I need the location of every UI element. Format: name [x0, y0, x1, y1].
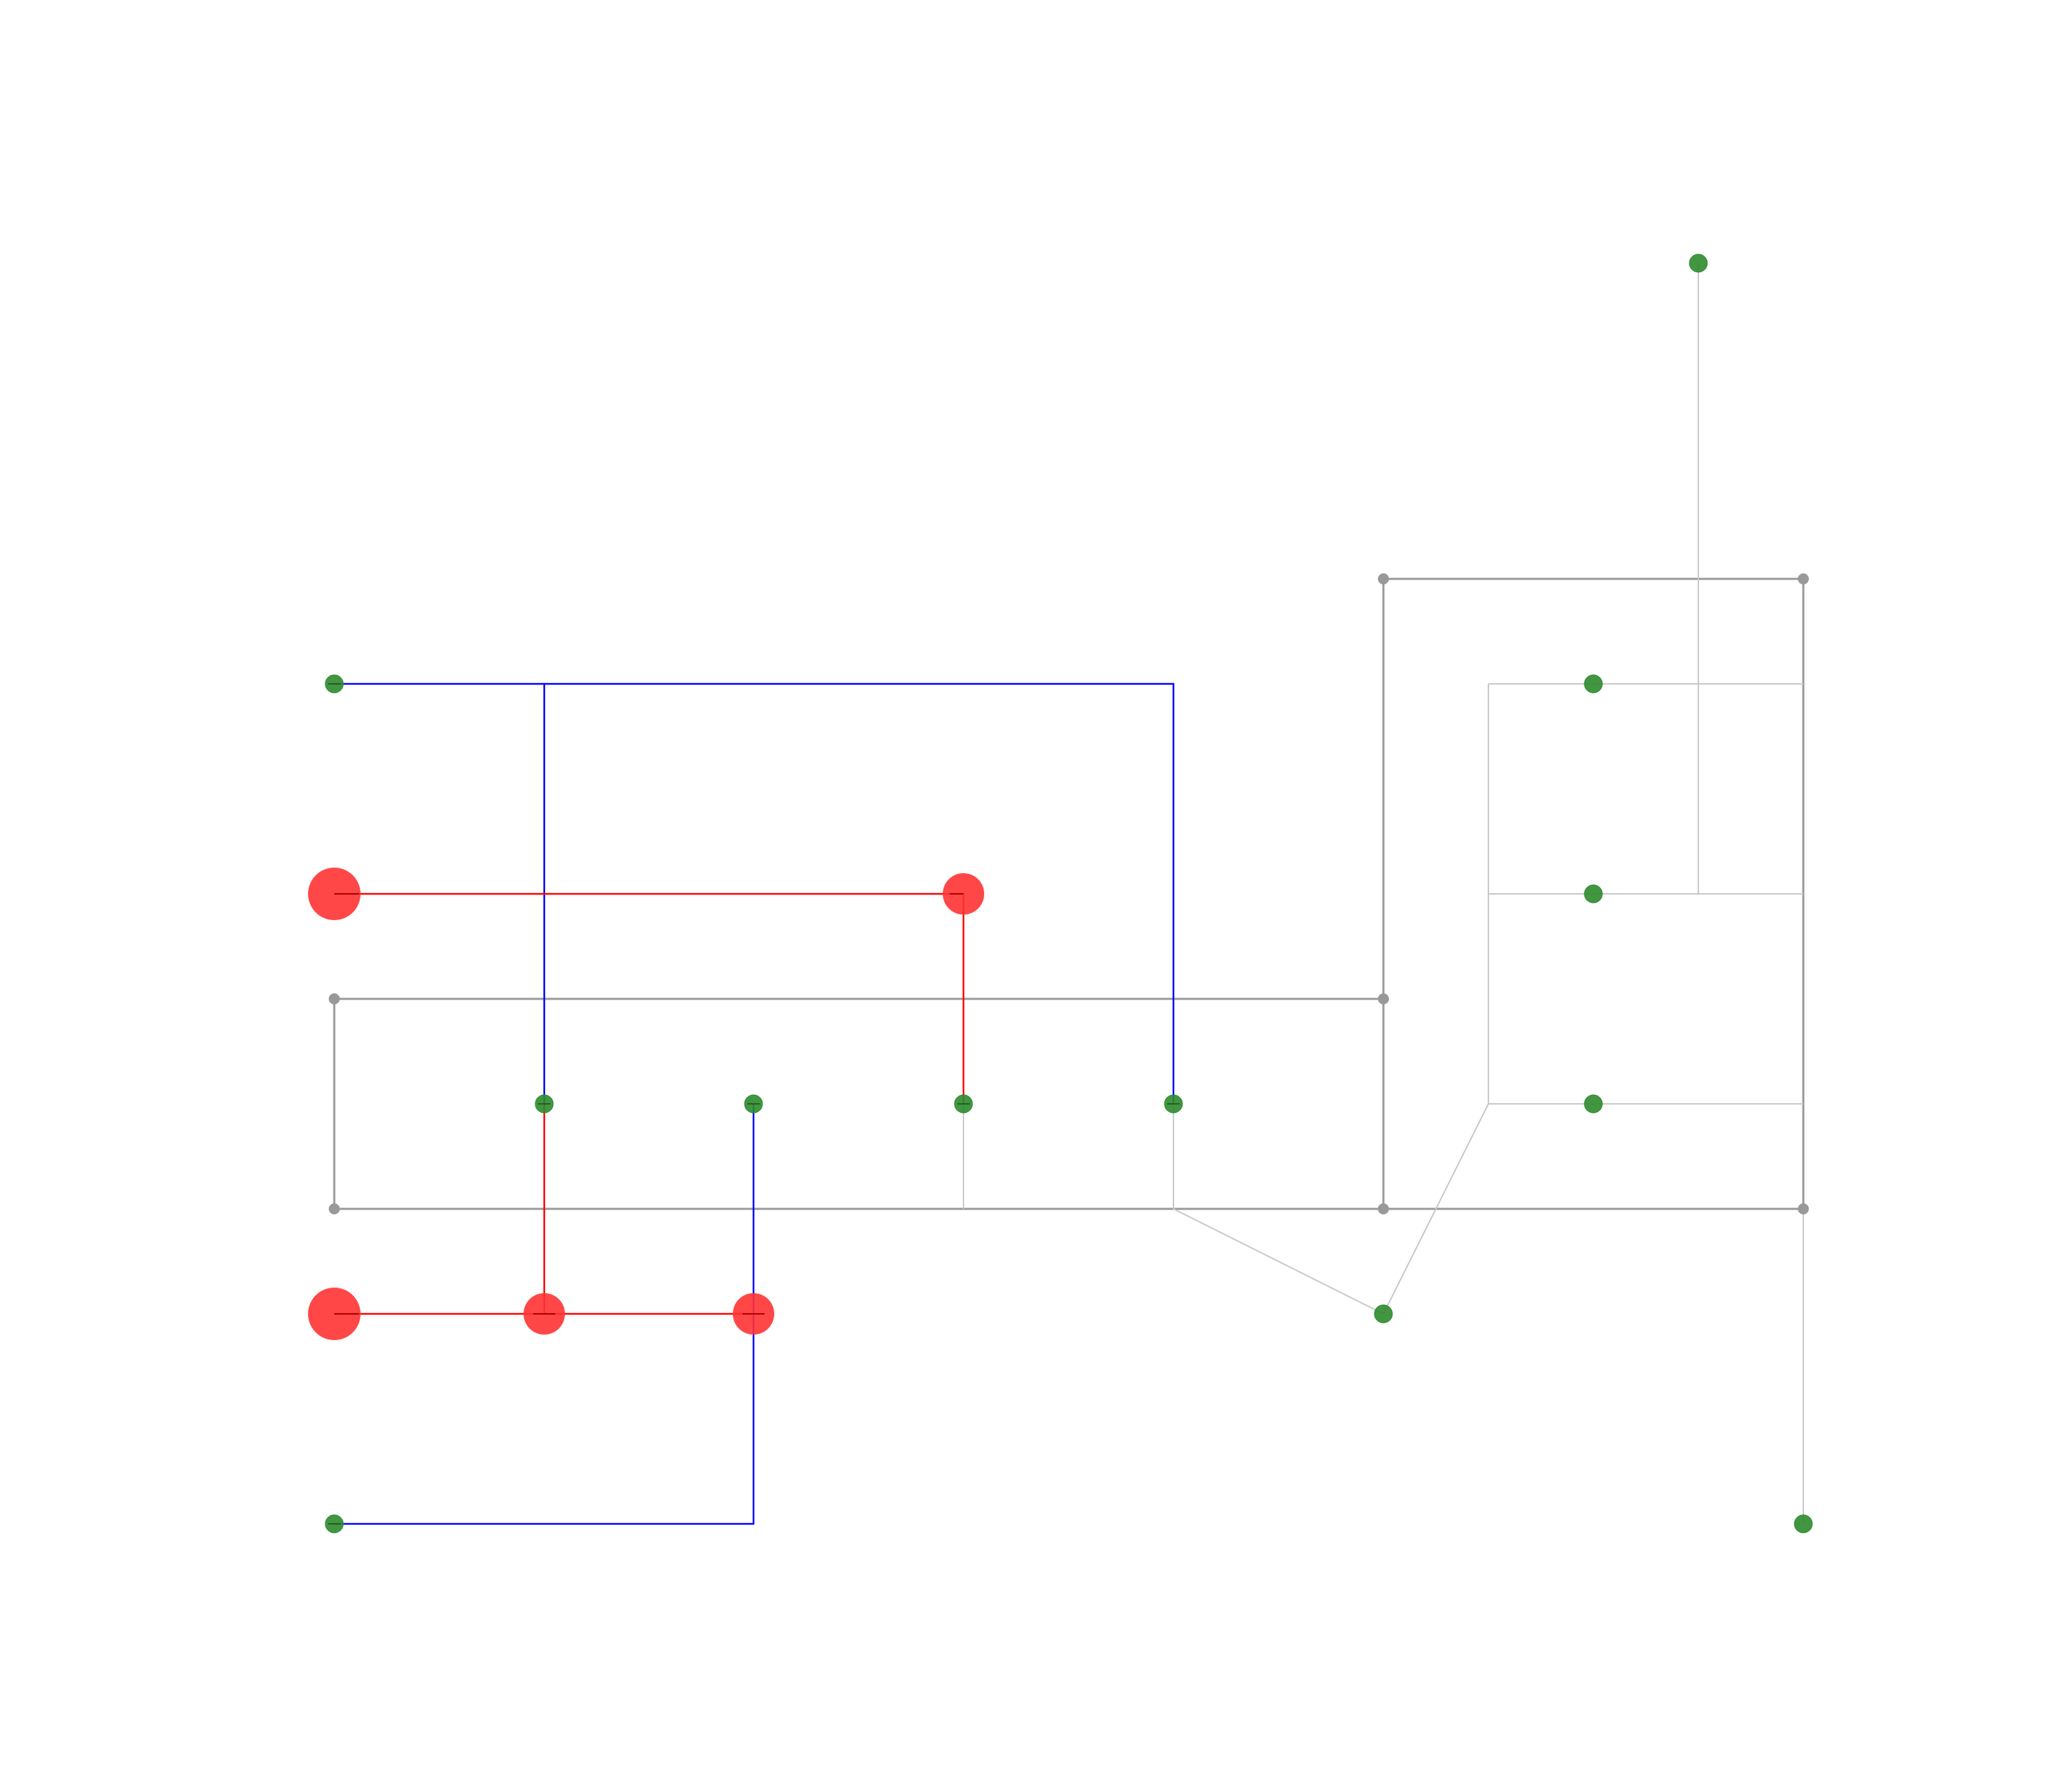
- blue-route-bottom: [334, 1104, 755, 1525]
- junction-node: [1378, 573, 1389, 584]
- connector-lines: [963, 263, 1804, 1524]
- junction-node: [1798, 1203, 1809, 1214]
- terminal-node: [1374, 1304, 1393, 1324]
- blue-route-top: [334, 682, 1175, 1104]
- connector-diag-right: [1383, 1103, 1489, 1315]
- junction-node: [329, 993, 340, 1004]
- terminal-node: [1584, 1094, 1603, 1114]
- junction-node: [1378, 993, 1389, 1004]
- red-node-ticks: [334, 893, 963, 1315]
- terminal-node: [1689, 254, 1708, 273]
- junction-nodes: [329, 573, 1809, 1214]
- terminal-node: [1584, 884, 1603, 904]
- terminal-node: [1584, 674, 1603, 694]
- junction-node: [329, 1203, 340, 1214]
- connector-diag-left: [1173, 1208, 1384, 1315]
- terminal-node: [1794, 1514, 1813, 1534]
- junction-node: [1798, 573, 1809, 584]
- junction-node: [1378, 1203, 1389, 1214]
- terminal-node-ticks: [328, 683, 1180, 1525]
